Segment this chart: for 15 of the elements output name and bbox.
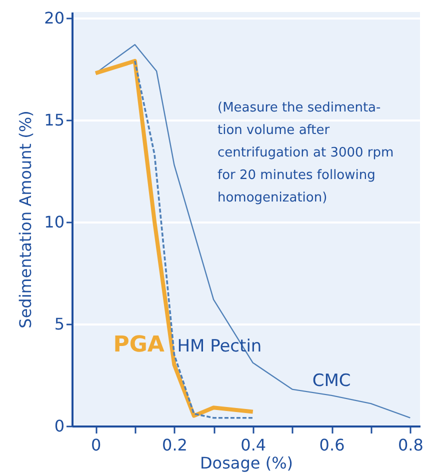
y-tick-label: 15	[44, 110, 64, 130]
x-tick-label: 0.6	[319, 436, 345, 454]
series-label: CMC	[312, 371, 351, 392]
x-tick-label: 0.2	[162, 436, 188, 454]
y-axis-title: Sedimentation Amount (%)	[16, 110, 36, 328]
x-axis-title: Dosage (%)	[200, 454, 294, 472]
y-tick-label: 10	[44, 212, 64, 232]
x-tick-label: 0.4	[240, 436, 266, 454]
x-tick-label: 0	[91, 436, 102, 454]
annotation: (Measure the sedimenta- tion volume after centrifugation at 3000 rpm for 20 minutes following homogenization)	[217, 100, 394, 206]
series-label: PGA	[113, 332, 164, 358]
y-tick-label: 0	[54, 416, 64, 436]
y-tick-label: 5	[54, 314, 64, 334]
x-tick-label: 0.8	[398, 436, 424, 454]
y-tick-label: 20	[44, 8, 64, 28]
